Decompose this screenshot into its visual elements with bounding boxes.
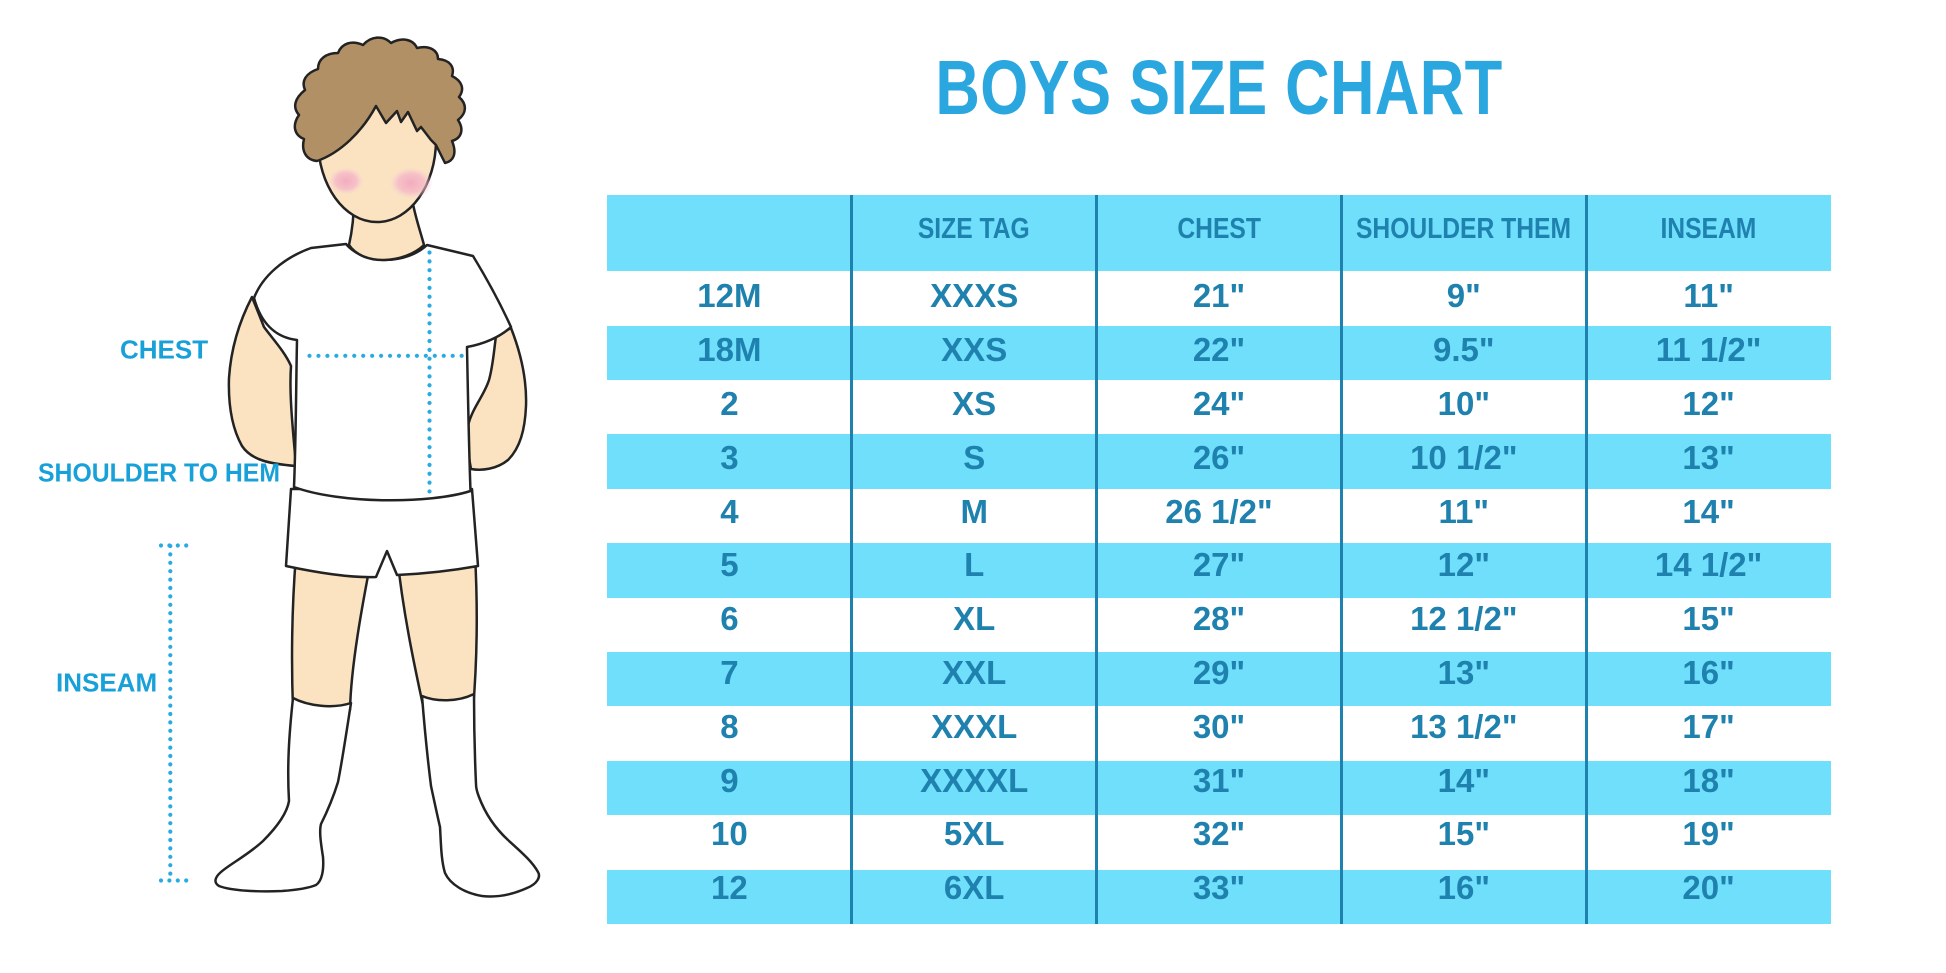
svg-text:INSEAM: INSEAM [56,668,157,698]
svg-text:SHOULDER TO HEM: SHOULDER TO HEM [38,458,280,488]
svg-text:CHEST: CHEST [120,335,208,365]
